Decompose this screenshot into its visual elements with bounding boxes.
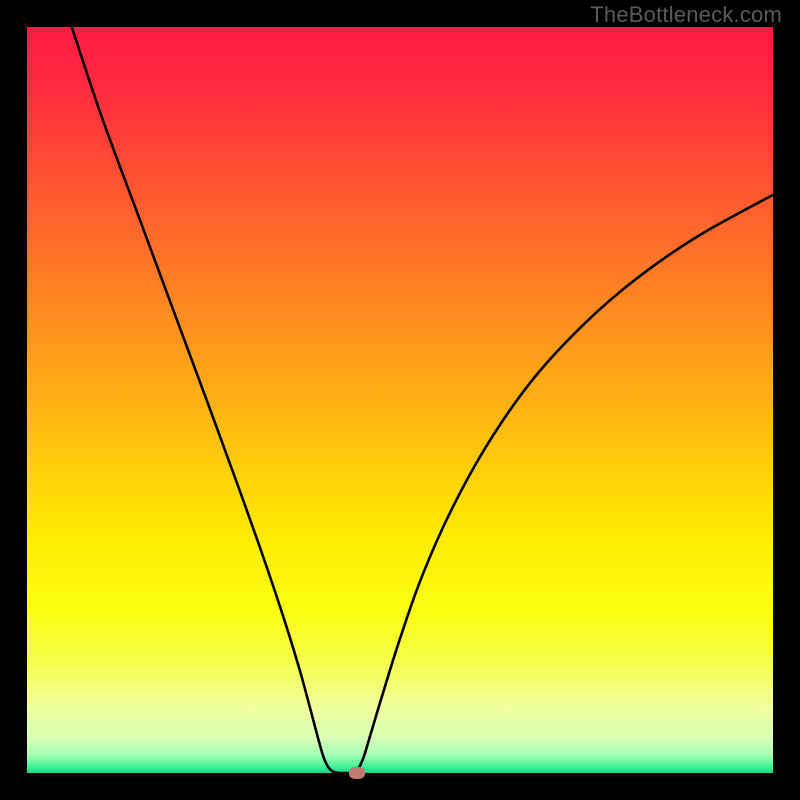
plot-area — [27, 27, 773, 773]
bottleneck-curve — [27, 27, 773, 773]
optimum-marker — [349, 767, 365, 779]
watermark-text: TheBottleneck.com — [590, 2, 782, 28]
